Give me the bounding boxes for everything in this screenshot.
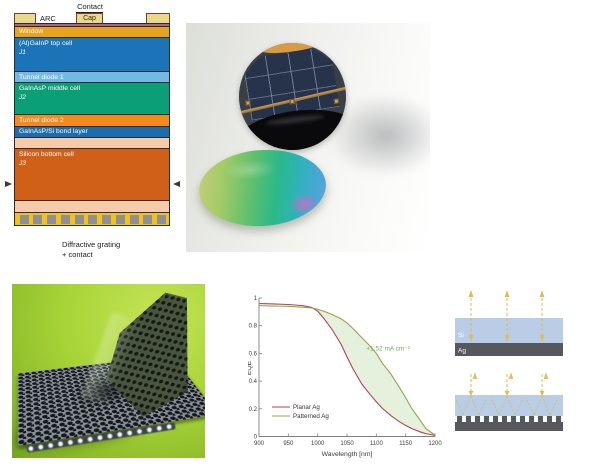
arc-label: ARC bbox=[40, 14, 56, 23]
y-tick-label: 0.6 bbox=[249, 351, 258, 357]
busbar-pad bbox=[245, 100, 251, 106]
grating-teeth bbox=[457, 416, 561, 422]
processed-wafer bbox=[232, 36, 353, 157]
x-tick-label: 1100 bbox=[370, 441, 384, 447]
grating-square bbox=[60, 215, 70, 224]
ag-base bbox=[455, 422, 563, 431]
grating-square bbox=[157, 215, 167, 224]
planar-mirror-schematic: Si Ag bbox=[455, 290, 563, 356]
grating-caption-line2: + contact bbox=[62, 249, 93, 259]
grating-square bbox=[33, 215, 43, 224]
contact-label: Contact bbox=[77, 2, 103, 11]
layer-label: Window bbox=[19, 28, 44, 35]
legend-label: Patterned Ag bbox=[293, 413, 329, 420]
junction-label: J2 bbox=[19, 93, 26, 101]
x-tick-label: 1000 bbox=[311, 441, 325, 447]
busbar-pad bbox=[333, 98, 340, 104]
y-tick-label: 0.4 bbox=[249, 379, 258, 385]
scattered-ray-icons bbox=[454, 372, 559, 416]
y-tick-label: 1 bbox=[254, 296, 258, 302]
grating-square bbox=[115, 215, 125, 224]
layer-stack: Window (Al)GaInP top cell J1 Tunnel diode 1… bbox=[14, 23, 170, 226]
busbar-pad bbox=[289, 98, 295, 105]
iridescent-pink-region bbox=[282, 187, 327, 221]
layer-top-cell: (Al)GaInP top cell J1 bbox=[14, 37, 170, 72]
si-label: Si bbox=[458, 332, 464, 339]
grating-square bbox=[47, 215, 57, 224]
ag-layer bbox=[455, 343, 563, 356]
reflection-schematics: Si Ag bbox=[450, 288, 580, 448]
legend-label: Planar Ag bbox=[293, 404, 320, 411]
layer-grating bbox=[14, 211, 170, 226]
specular-ray-icons bbox=[468, 290, 545, 342]
x-axis-label: Wavelength [nm] bbox=[322, 451, 373, 458]
y-tick-label: 0.2 bbox=[249, 407, 258, 413]
layer-label: GaInAsP middle cell bbox=[19, 84, 81, 92]
junction-label: J1 bbox=[19, 48, 26, 56]
cell-stack-diagram: Contact Cap ARC Window (Al)GaInP top cell… bbox=[0, 0, 186, 268]
light-trap-arrow-right-icon bbox=[173, 181, 180, 187]
iridescent-sheen bbox=[214, 154, 287, 186]
layer-label: Silicon bottom cell bbox=[19, 150, 74, 158]
grating-square bbox=[129, 215, 139, 224]
curve-planar-ag bbox=[258, 302, 436, 436]
y-tick-label: 0.8 bbox=[249, 324, 258, 330]
layer-label: Tunnel diode 2 bbox=[19, 116, 64, 124]
grating-caption: Diffractive grating + contact bbox=[62, 240, 120, 260]
grating-square bbox=[74, 215, 84, 224]
x-tick-label: 900 bbox=[254, 441, 265, 447]
si-layer bbox=[455, 318, 563, 343]
eqe-chart-svg: 900 950 1000 1050 1100 1150 1200 0 0.2 0.4 0.6 0.8 1… bbox=[246, 296, 442, 458]
iridescent-wafer bbox=[196, 145, 329, 231]
grating-caption-line1: Diffractive grating bbox=[62, 240, 121, 249]
grating-square bbox=[88, 215, 98, 224]
gain-fill-region bbox=[317, 309, 435, 436]
x-tick-label: 950 bbox=[283, 441, 294, 447]
current-gain-annotation: +1.52 mA cm⁻² bbox=[366, 346, 411, 353]
layer-middle-cell: GaInAsP middle cell J2 bbox=[14, 82, 170, 115]
patterned-mirror-schematic bbox=[454, 372, 563, 431]
wafer-photo bbox=[186, 23, 430, 252]
si-layer-patterned bbox=[455, 395, 563, 416]
light-trap-arrow-left-icon bbox=[5, 181, 12, 187]
grating-square bbox=[19, 215, 29, 224]
curve-patterned-ag bbox=[258, 305, 436, 436]
layer-label: Tunnel diode 1 bbox=[19, 73, 64, 81]
ag-label: Ag bbox=[458, 348, 466, 355]
layer-label: (Al)GaInP top cell bbox=[19, 39, 73, 47]
layer-label: GaInAsP/Si bond layer bbox=[19, 128, 88, 135]
contact-pointer-line bbox=[76, 11, 103, 13]
eqe-chart: 900 950 1000 1050 1100 1150 1200 0 0.2 0.4 0.6 0.8 1… bbox=[246, 288, 444, 462]
y-axis-label: EQE bbox=[248, 360, 253, 375]
y-tick-label: 0 bbox=[254, 435, 258, 441]
x-tick-label: 1050 bbox=[340, 441, 354, 447]
x-tick-label: 1200 bbox=[428, 441, 442, 447]
junction-label: J3 bbox=[19, 159, 26, 167]
nanostructure-render bbox=[12, 284, 205, 458]
layer-silicon-cell: Silicon bottom cell J3 bbox=[14, 148, 170, 201]
grating-square bbox=[143, 215, 153, 224]
grating-square bbox=[102, 215, 112, 224]
x-tick-label: 1150 bbox=[399, 441, 413, 447]
